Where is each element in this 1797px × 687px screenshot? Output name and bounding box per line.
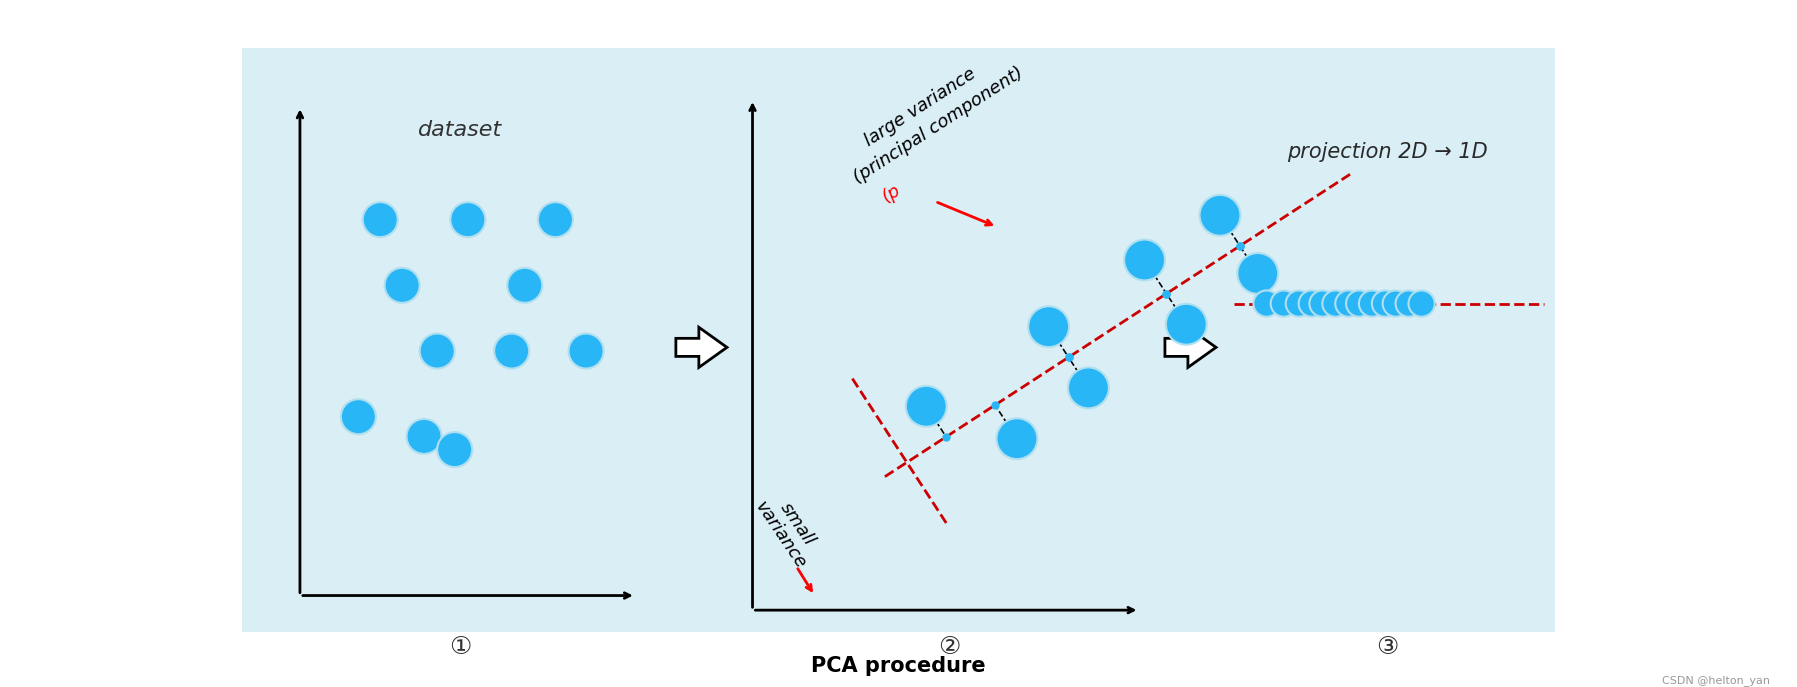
- Circle shape: [1310, 291, 1335, 317]
- Circle shape: [406, 419, 442, 454]
- Polygon shape: [1164, 327, 1217, 368]
- Circle shape: [1359, 291, 1385, 317]
- Text: CSDN @helton_yan: CSDN @helton_yan: [1662, 675, 1770, 686]
- Circle shape: [997, 418, 1037, 459]
- Circle shape: [1382, 291, 1409, 317]
- Circle shape: [1028, 306, 1069, 347]
- Circle shape: [1396, 291, 1421, 317]
- Circle shape: [537, 202, 573, 237]
- Text: large variance: large variance: [861, 65, 979, 150]
- Circle shape: [568, 333, 604, 368]
- Text: ③: ③: [1377, 635, 1398, 659]
- Circle shape: [906, 386, 947, 427]
- Circle shape: [1285, 291, 1312, 317]
- Circle shape: [1299, 291, 1324, 317]
- Circle shape: [1254, 291, 1279, 317]
- Text: (p: (p: [879, 181, 904, 206]
- Circle shape: [1346, 291, 1373, 317]
- Circle shape: [1125, 240, 1164, 280]
- Text: PCA procedure: PCA procedure: [810, 656, 987, 676]
- Circle shape: [341, 399, 376, 434]
- Polygon shape: [676, 327, 728, 368]
- Circle shape: [1409, 291, 1434, 317]
- Circle shape: [1166, 304, 1208, 345]
- Text: small
variance: small variance: [751, 487, 827, 573]
- Circle shape: [1371, 291, 1398, 317]
- Text: (principal component): (principal component): [850, 63, 1026, 187]
- Circle shape: [1067, 368, 1109, 408]
- Circle shape: [385, 268, 420, 303]
- Circle shape: [494, 333, 528, 368]
- Text: ①: ①: [449, 635, 473, 659]
- Circle shape: [437, 432, 473, 467]
- FancyBboxPatch shape: [230, 41, 1567, 646]
- Circle shape: [1323, 291, 1348, 317]
- Circle shape: [1335, 291, 1362, 317]
- Circle shape: [507, 268, 543, 303]
- Circle shape: [420, 333, 455, 368]
- Circle shape: [1200, 195, 1240, 236]
- Circle shape: [363, 202, 397, 237]
- Circle shape: [1238, 253, 1278, 294]
- Circle shape: [1270, 291, 1297, 317]
- Circle shape: [451, 202, 485, 237]
- Text: dataset: dataset: [419, 120, 503, 139]
- Text: ②: ②: [938, 635, 961, 659]
- Text: projection 2D → 1D: projection 2D → 1D: [1287, 142, 1488, 161]
